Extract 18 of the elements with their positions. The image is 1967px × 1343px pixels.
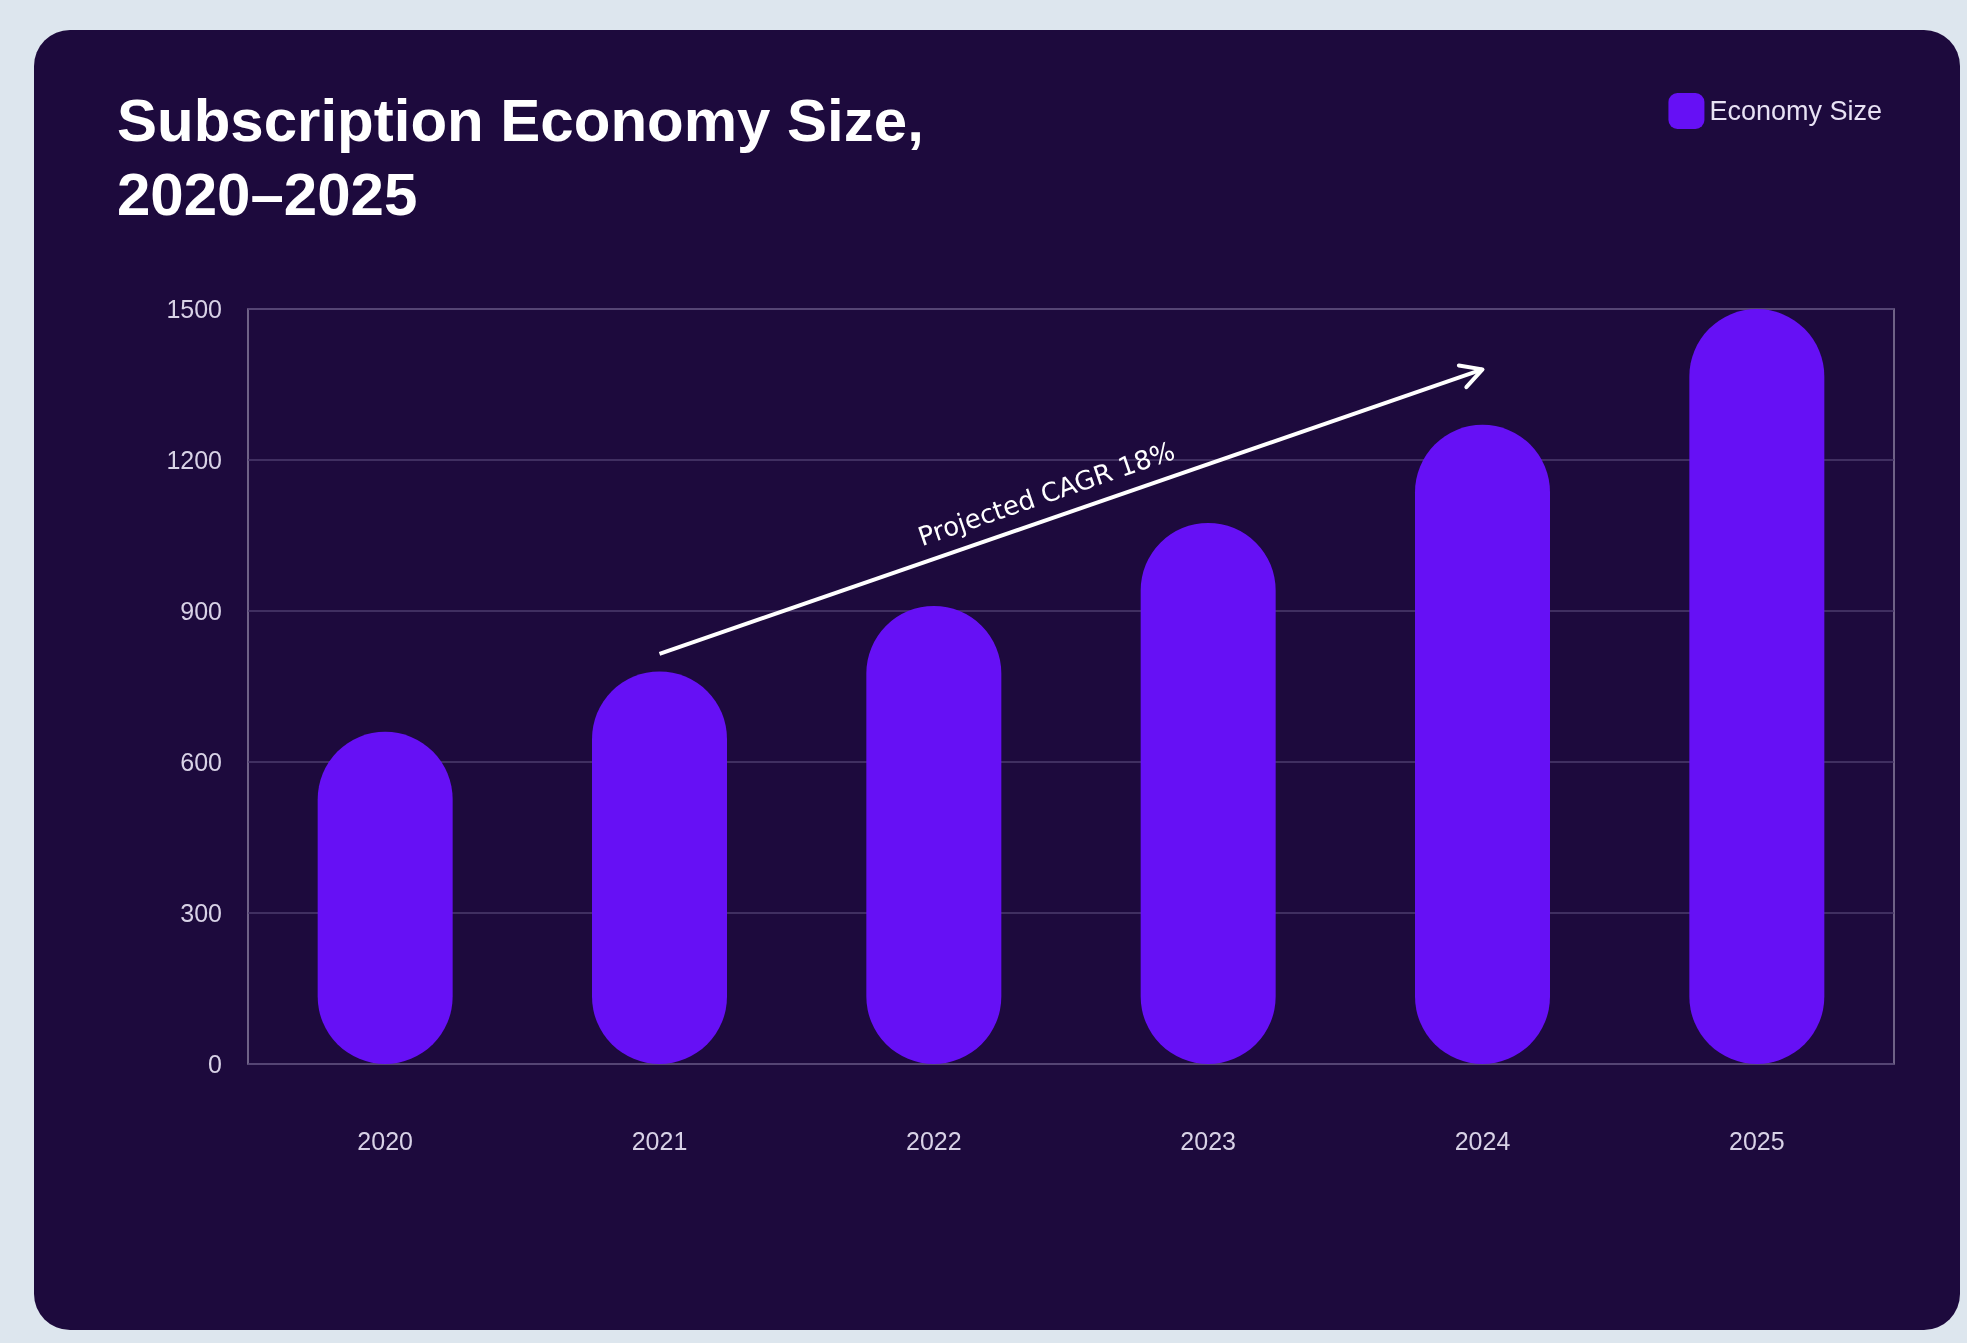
bar	[1415, 424, 1550, 1064]
x-tick-label: 2023	[1180, 1126, 1236, 1155]
bar	[1140, 522, 1276, 1064]
y-tick-label: 1200	[166, 446, 222, 474]
y-tick-label: 0	[208, 1050, 222, 1078]
y-tick-label: 600	[180, 748, 222, 776]
bar	[1689, 309, 1825, 1064]
bar	[866, 605, 1002, 1064]
y-tick-label: 1500	[166, 295, 222, 323]
x-tick-label: 2020	[357, 1126, 413, 1155]
x-tick-label: 2022	[906, 1126, 962, 1155]
y-tick-label: 300	[180, 899, 222, 927]
y-tick-label: 900	[180, 597, 222, 625]
chart-title: Subscription Economy Size, 2020–2025	[117, 86, 924, 228]
x-tick-label: 2024	[1454, 1126, 1511, 1155]
x-tick-label: 2021	[631, 1126, 688, 1155]
legend-label: Economy Size	[1709, 96, 1882, 126]
x-tick-label: 2025	[1729, 1126, 1785, 1155]
